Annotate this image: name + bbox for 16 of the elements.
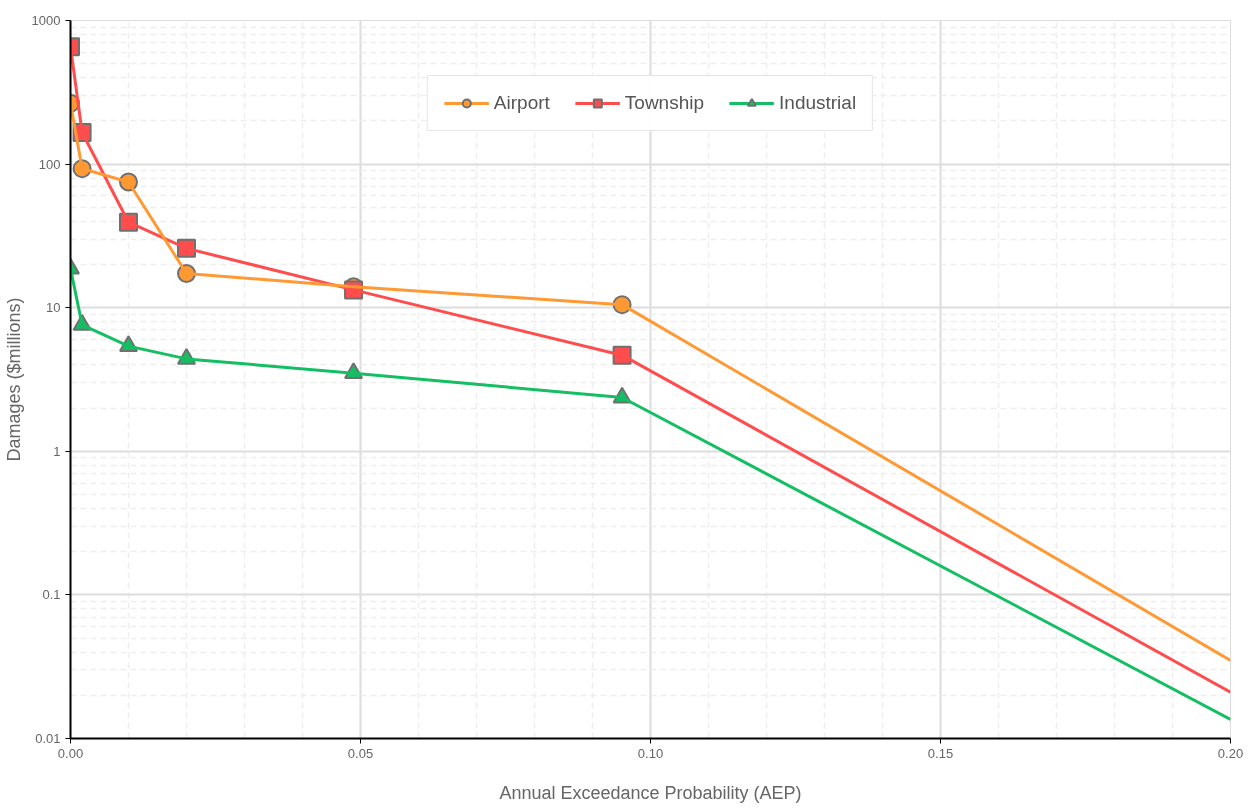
y-tick-label: 0.1 [42,587,61,603]
y-tick-label: 1 [53,443,61,459]
y-tick-label: 1000 [31,13,61,28]
x-axis-title: Annual Exceedance Probability (AEP) [499,782,802,803]
x-tick-label: 0.20 [1217,745,1244,761]
y-tick-label: 0.01 [35,731,61,746]
legend-label: Airport [493,92,550,114]
x-tick-label: 0.05 [347,745,374,761]
y-tick-label: 10 [46,300,61,316]
legend-label: Township [624,92,705,114]
x-tick-label: 0.00 [57,745,84,761]
legend-label: Industrial [779,92,857,114]
x-tick-label: 0.15 [927,745,954,761]
y-tick-label: 100 [38,156,61,172]
y-axis-title: Damages ($millions) [3,297,24,462]
x-tick-label: 0.10 [637,745,664,761]
